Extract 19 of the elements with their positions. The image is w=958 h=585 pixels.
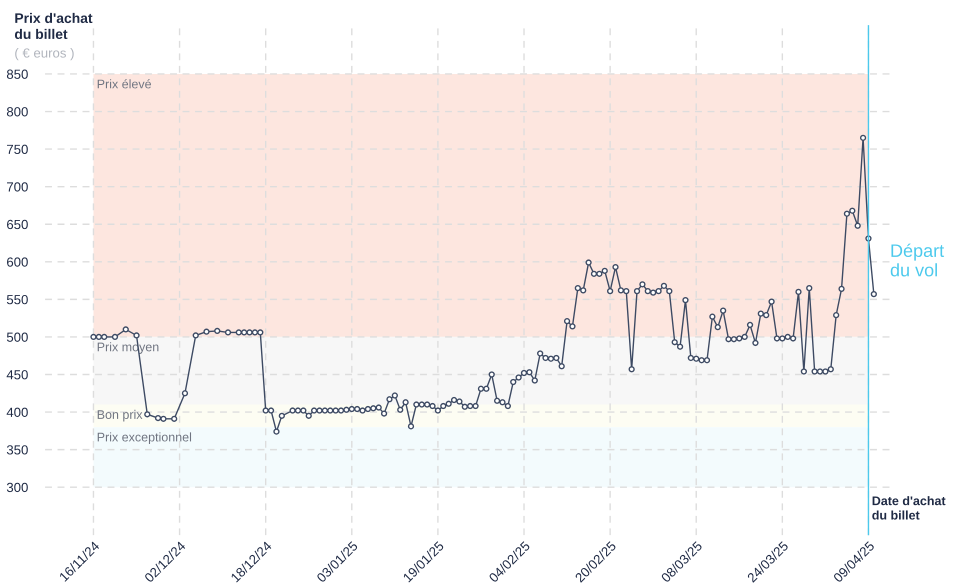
x-axis-title: Date d'achat du billet (872, 496, 946, 520)
y-tick-label: 300 (6, 482, 28, 492)
y-axis-title: Prix d'achat du billet (14, 12, 92, 40)
y-tick-label: 500 (6, 332, 28, 342)
band-label: Bon prix (98, 410, 142, 422)
y-tick-label: 700 (7, 182, 28, 192)
y-tick-label: 550 (6, 294, 28, 304)
y-tick-label: 400 (6, 408, 28, 417)
text: ( € euros ) (15, 48, 74, 60)
y-tick-label: 450 (6, 370, 28, 380)
y-tick-label: 650 (7, 220, 28, 230)
band-label: Prix élevé (98, 79, 152, 88)
y-tick-label: 800 (6, 107, 28, 116)
y-tick-label: 750 (7, 144, 28, 154)
ref-line-label: Départ du vol (890, 244, 944, 276)
y-tick-label: 600 (7, 257, 28, 267)
y-tick-label: 850 (6, 70, 28, 79)
y-tick-label: 350 (6, 445, 28, 455)
band-label: Prix exceptionnel (98, 432, 192, 444)
